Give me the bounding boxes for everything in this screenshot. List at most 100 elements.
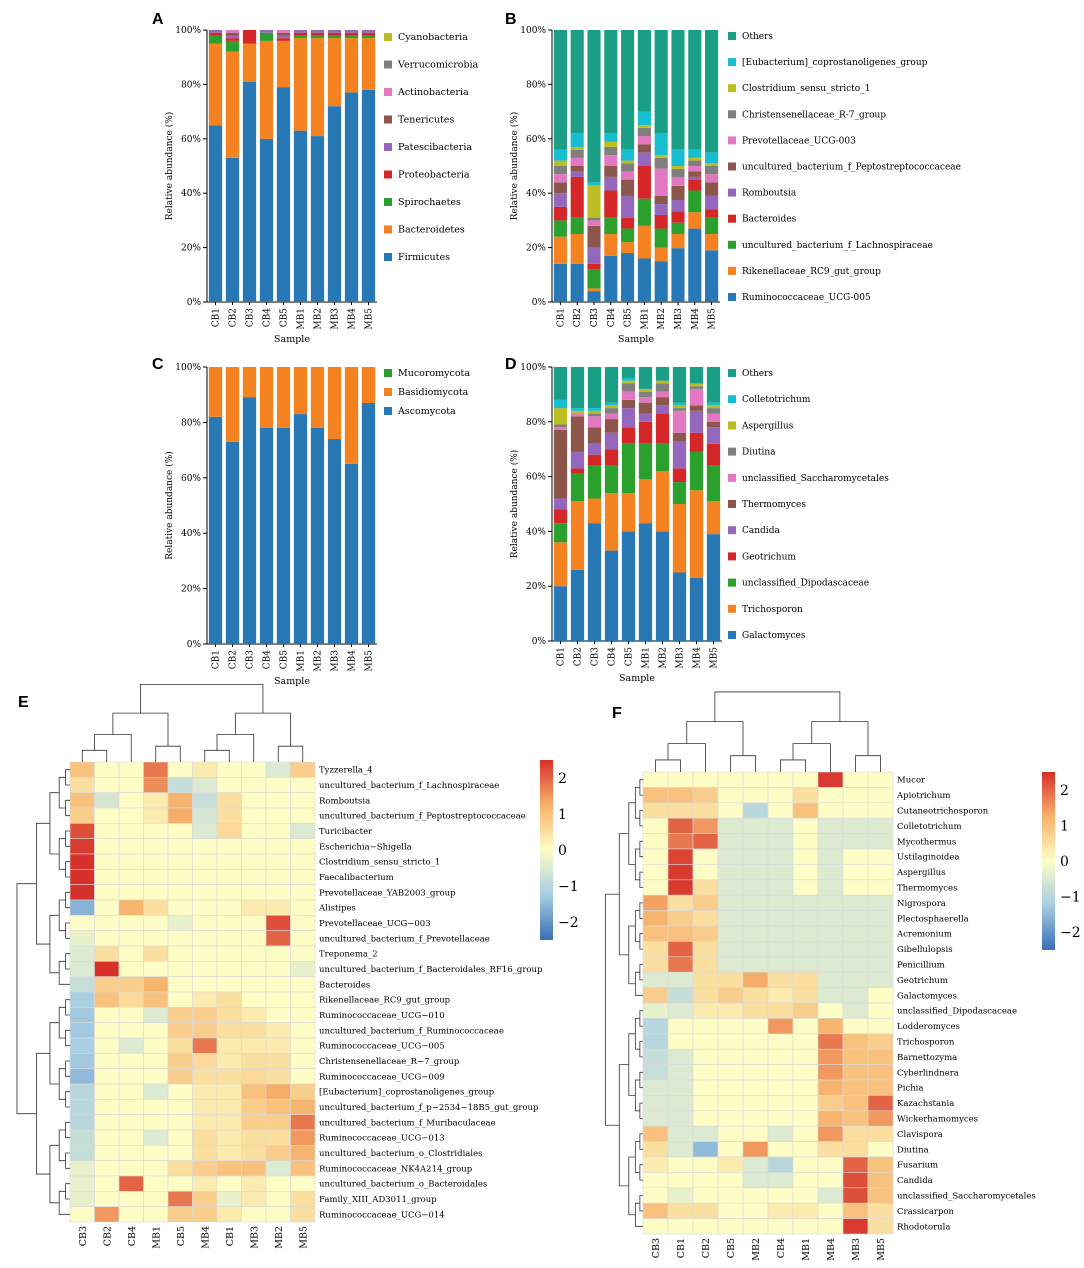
heat-cell: [842, 771, 869, 788]
heat-cell: [143, 1145, 169, 1161]
legend-swatch: [384, 225, 392, 234]
heat-cell: [717, 1064, 744, 1081]
row-label: Rikenellaceae_RC9_gut_group: [319, 996, 451, 1006]
heat-cell: [867, 771, 894, 788]
row-dendrogram: [605, 779, 643, 1227]
heat-cell: [667, 1033, 694, 1050]
heat-cell: [742, 1156, 769, 1173]
bar-segment: [621, 367, 636, 378]
heat-cell: [792, 971, 819, 988]
bar-segment: [587, 408, 602, 411]
bar-segment: [705, 30, 719, 153]
bar-segment: [604, 408, 619, 414]
bar-segment: [705, 195, 719, 210]
heat-cell: [642, 1095, 669, 1112]
x-tick-label: MB5: [710, 647, 720, 669]
heat-cell: [143, 823, 169, 839]
bar-segment: [587, 443, 602, 455]
heat-cell: [192, 991, 218, 1008]
heat-cell: [118, 930, 144, 947]
heat-cell: [241, 869, 267, 885]
bar-segment: [621, 171, 635, 180]
bar-segment: [621, 380, 636, 384]
bar-segment: [654, 228, 668, 248]
heat-cell: [842, 1048, 869, 1065]
column-label: MB5: [876, 1238, 887, 1261]
heat-cell: [717, 956, 744, 973]
heat-cell: [867, 1033, 894, 1050]
bar-segment: [276, 87, 291, 303]
heat-cell: [69, 884, 95, 901]
bar-segment: [327, 32, 342, 36]
heat-cell: [216, 1175, 242, 1192]
row-label: Mycothermus: [897, 837, 956, 847]
heat-cell: [717, 848, 744, 865]
bar-segment: [361, 32, 376, 36]
row-label: Romboutsia: [319, 796, 370, 806]
colorbar-tick-label: 0: [558, 843, 567, 859]
heat-cell: [792, 817, 819, 834]
heat-cell: [241, 961, 267, 977]
bar-segment: [570, 133, 584, 147]
bar-segment: [553, 408, 568, 425]
heat-cell: [94, 1114, 120, 1131]
legend-label: Bacteroides: [742, 215, 797, 225]
heat-cell: [143, 1191, 169, 1207]
heat-cell: [817, 1156, 844, 1173]
heat-cell: [742, 879, 769, 896]
heat-cell: [742, 1187, 769, 1204]
legend-swatch: [728, 32, 736, 40]
bar-segment: [604, 176, 618, 191]
heat-cell: [216, 1053, 242, 1069]
heat-cell: [290, 869, 316, 885]
heat-cell: [118, 1206, 144, 1223]
heat-cell: [742, 910, 769, 927]
heat-cell: [742, 956, 769, 973]
legend-label: Spirochaetes: [398, 197, 461, 208]
bar-segment: [208, 125, 223, 302]
heat-cell: [767, 879, 794, 896]
bar-segment: [654, 261, 668, 302]
heat-cell: [742, 1110, 769, 1127]
heat-cell: [69, 1068, 95, 1085]
heat-cell: [717, 1202, 744, 1219]
heat-cell: [290, 1083, 316, 1100]
heat-cell: [867, 1095, 894, 1112]
column-label: MB3: [249, 1226, 260, 1249]
heat-cell: [792, 1187, 819, 1204]
heat-cell: [667, 1156, 694, 1173]
heat-cell: [767, 1079, 794, 1096]
row-label: Barnettozyma: [897, 1053, 957, 1063]
heat-cell: [717, 879, 744, 896]
bar-segment: [587, 427, 602, 444]
heat-cell: [241, 838, 267, 855]
column-label: MB1: [801, 1238, 812, 1261]
bar-segment: [706, 534, 721, 641]
heat-cell: [692, 894, 719, 911]
heat-cell: [667, 894, 694, 911]
heat-cell: [667, 1048, 694, 1065]
bar-segment: [587, 185, 601, 218]
bar-segment: [672, 410, 687, 433]
heat-cell: [192, 899, 218, 916]
y-tick-label: 100%: [520, 363, 546, 373]
heat-cell: [667, 941, 694, 958]
heat-cell: [143, 899, 169, 916]
heat-cell: [842, 971, 869, 988]
bar-segment: [361, 38, 376, 90]
heat-cell: [265, 884, 291, 901]
heat-cell: [241, 1022, 267, 1039]
row-label: uncultured_bacterium_o_Bacteroidales: [319, 1180, 487, 1190]
bar-segment: [688, 179, 702, 191]
bar-segment: [570, 367, 585, 409]
bar-segment: [706, 427, 721, 444]
bar-segment: [688, 166, 702, 172]
heat-cell: [792, 1125, 819, 1142]
heat-cell: [667, 771, 694, 788]
legend-swatch: [728, 136, 736, 145]
bar-segment: [293, 38, 308, 131]
x-tick-label: CB3: [590, 308, 600, 328]
heat-cell: [642, 1002, 669, 1019]
heat-cell: [767, 1202, 794, 1219]
heat-cell: [667, 1202, 694, 1219]
